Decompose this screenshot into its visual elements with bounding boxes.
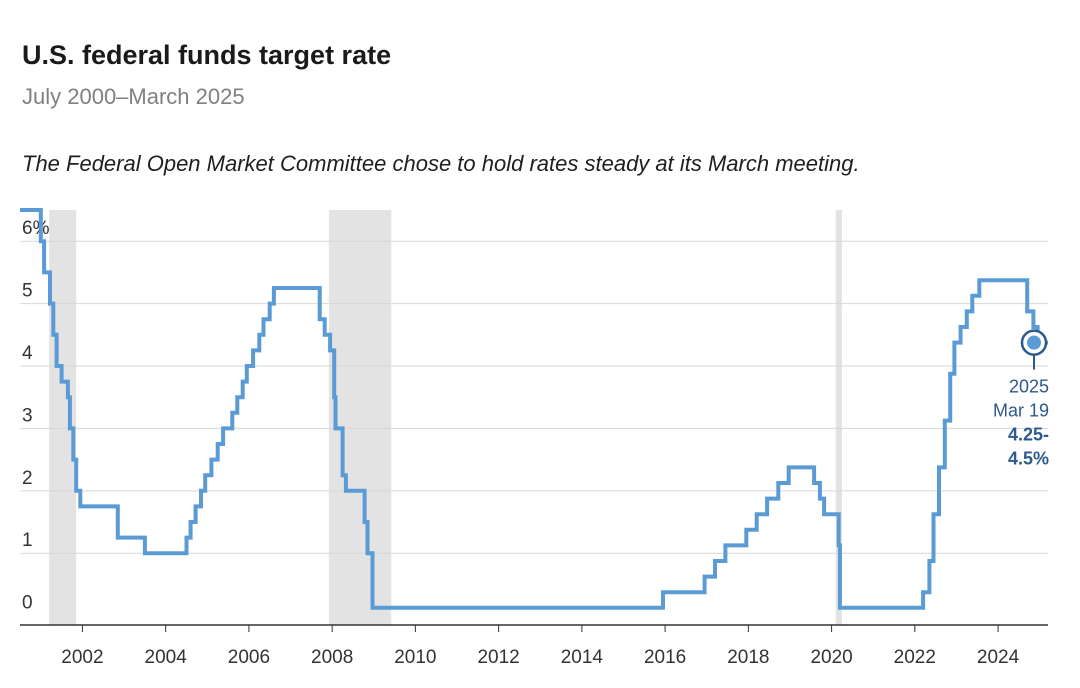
y-tick-label: 1 xyxy=(22,530,33,551)
x-tick-label: 2004 xyxy=(145,647,188,668)
y-tick-label: 4 xyxy=(22,343,33,364)
y-tick-label: 6% xyxy=(22,218,50,239)
x-tick-label: 2008 xyxy=(311,647,353,668)
x-tick-label: 2002 xyxy=(61,647,103,668)
x-tick-label: 2010 xyxy=(394,647,436,668)
chart-title: U.S. federal funds target rate xyxy=(22,40,392,70)
y-tick-label: 3 xyxy=(22,405,33,426)
x-tick-label: 2022 xyxy=(894,647,936,668)
x-tick-label: 2014 xyxy=(561,647,604,668)
x-tick-label: 2012 xyxy=(477,647,519,668)
x-tick-label: 2016 xyxy=(644,647,686,668)
x-axis: 2002 2004 2006 2008 2010 2012 2014 2016 2018 2020… xyxy=(20,624,1048,668)
x-tick-label: 2024 xyxy=(977,647,1020,668)
series-layer xyxy=(20,208,1048,610)
y-tick-label: 2 xyxy=(22,468,33,489)
recession-band-2 xyxy=(835,210,842,625)
annotation-layer: 2025 Mar 19 4.25- 4.5% xyxy=(993,329,1049,469)
y-tick-label: 0 xyxy=(22,593,33,614)
x-tick-label: 2018 xyxy=(727,647,769,668)
x-tick-label: 2006 xyxy=(228,647,270,668)
x-tick-label: 2020 xyxy=(810,647,852,668)
annotation-value-line2: 4.5% xyxy=(1008,449,1049,469)
annotation-value-line1: 4.25- xyxy=(1008,425,1049,445)
chart-note: The Federal Open Market Committee chose … xyxy=(22,151,860,176)
annotation-marker-dot xyxy=(1027,335,1041,350)
gridlines xyxy=(20,240,1048,554)
y-axis-ticks: 0 1 2 3 4 5 6% xyxy=(22,218,50,613)
recession-bands xyxy=(49,210,842,625)
y-tick-label: 5 xyxy=(22,281,33,302)
recession-band-0 xyxy=(49,210,77,625)
annotation-date: Mar 19 xyxy=(993,401,1049,421)
recession-band-1 xyxy=(328,210,392,625)
rate-chart: 0 1 2 3 4 5 6% 2002 2004 2006 2008 2010 2012 2014 201… xyxy=(20,208,1049,668)
chart-subtitle: July 2000–March 2025 xyxy=(22,84,245,109)
series-line-fed-funds-rate xyxy=(20,208,1048,610)
annotation-year: 2025 xyxy=(1009,377,1049,397)
